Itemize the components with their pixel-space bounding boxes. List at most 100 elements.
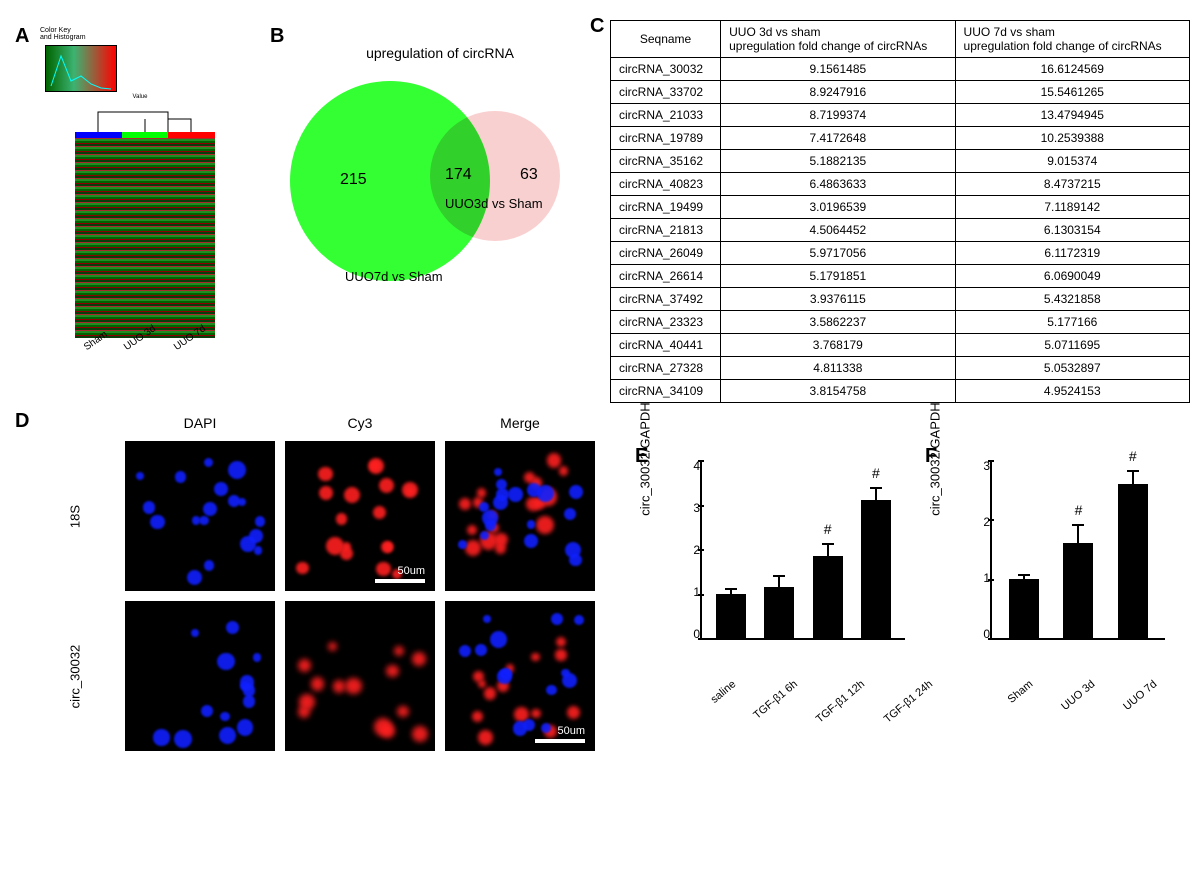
- table-cell: circRNA_23323: [611, 311, 721, 334]
- table-row: circRNA_337028.924791615.5461265: [611, 81, 1190, 104]
- figure: A B C D E F Color Key and Histogram Valu…: [15, 15, 1185, 861]
- microscopy-image-cy3: [285, 601, 435, 751]
- circrna-table: SeqnameUUO 3d vs shamupregulation fold c…: [610, 20, 1190, 403]
- microscopy-row-label: circ_30032: [68, 636, 83, 716]
- panel-b-venn: upregulation of circRNA 215 174 63 UUO3d…: [290, 45, 590, 291]
- table-cell: 8.7199374: [721, 104, 955, 127]
- table-row: circRNA_300329.156148516.6124569: [611, 58, 1190, 81]
- dendrogram-icon: [75, 107, 215, 132]
- table-cell: 8.4737215: [955, 173, 1189, 196]
- table-cell: 5.0711695: [955, 334, 1189, 357]
- table-cell: circRNA_21033: [611, 104, 721, 127]
- table-cell: 6.0690049: [955, 265, 1189, 288]
- table-row: circRNA_218134.50644526.1303154: [611, 219, 1190, 242]
- label-a: A: [15, 25, 29, 48]
- y-tick-label: 3: [965, 460, 990, 472]
- y-tick-label: 1: [675, 586, 700, 598]
- table-cell: 4.5064452: [721, 219, 955, 242]
- label-c: C: [590, 15, 604, 38]
- plot-area: # #: [700, 460, 905, 640]
- table-cell: circRNA_40823: [611, 173, 721, 196]
- scalebar-icon: [535, 739, 585, 743]
- table-cell: 5.4321858: [955, 288, 1189, 311]
- table-cell: circRNA_35162: [611, 150, 721, 173]
- panel-c-table: SeqnameUUO 3d vs shamupregulation fold c…: [610, 20, 1190, 403]
- table-row: circRNA_408236.48636338.4737215: [611, 173, 1190, 196]
- y-ticks: 3 2 1 0: [965, 460, 990, 640]
- column-color-bar: [75, 132, 215, 138]
- table-cell: circRNA_19789: [611, 127, 721, 150]
- microscopy-col-label: Cy3: [285, 415, 435, 431]
- table-row: circRNA_374923.93761155.4321858: [611, 288, 1190, 311]
- bar: #: [813, 460, 843, 638]
- microscopy-image-merge: [445, 441, 595, 591]
- table-cell: 4.811338: [721, 357, 955, 380]
- table-cell: 3.0196539: [721, 196, 955, 219]
- table-cell: circRNA_26049: [611, 242, 721, 265]
- panel-e-barchart: circ_30032/GAPDH 43210 # # salineTGF-β1: [655, 450, 915, 730]
- bar: #: [1063, 460, 1093, 638]
- y-tick-label: 4: [675, 460, 700, 472]
- panel-d-microscopy: DAPICy3Merge 18S50umcirc_3003250um: [35, 415, 615, 751]
- table-cell: 7.4172648: [721, 127, 955, 150]
- table-cell: 13.4794945: [955, 104, 1189, 127]
- microscopy-row: circ_30032 50um: [35, 601, 615, 751]
- heatmap-x-labels: ShamUUO 3dUUO 7d: [75, 338, 215, 355]
- x-labels: salineTGF-β1 6hTGF-β1 12hTGF-β1 24h: [700, 673, 905, 685]
- table-row: circRNA_273284.8113385.0532897: [611, 357, 1190, 380]
- y-axis-label: circ_30032/GAPDH: [928, 402, 943, 515]
- table-cell: 16.6124569: [955, 58, 1189, 81]
- venn-diagram: 215 174 63 UUO3d vs Sham UUO7d vs Sham: [290, 71, 550, 291]
- bar: [716, 460, 746, 638]
- table-row: circRNA_266145.17918516.0690049: [611, 265, 1190, 288]
- label-b: B: [270, 25, 284, 48]
- table-cell: circRNA_40441: [611, 334, 721, 357]
- microscopy-image-dapi: [125, 601, 275, 751]
- y-tick-label: 3: [675, 502, 700, 514]
- x-tick-label: Sham: [1006, 673, 1042, 706]
- table-cell: circRNA_30032: [611, 58, 721, 81]
- significance-marker: #: [824, 521, 832, 537]
- table-cell: 3.9376115: [721, 288, 955, 311]
- table-cell: circRNA_27328: [611, 357, 721, 380]
- microscopy-col-label: Merge: [445, 415, 595, 431]
- table-cell: 5.177166: [955, 311, 1189, 334]
- table-cell: circRNA_34109: [611, 380, 721, 403]
- table-cell: 15.5461265: [955, 81, 1189, 104]
- table-cell: 10.2539388: [955, 127, 1189, 150]
- table-header: Seqname: [611, 21, 721, 58]
- venn-left-count: 215: [340, 171, 367, 189]
- table-cell: circRNA_19499: [611, 196, 721, 219]
- table-cell: 9.1561485: [721, 58, 955, 81]
- table-cell: 5.1791851: [721, 265, 955, 288]
- y-tick-label: 1: [965, 572, 990, 584]
- x-labels: ShamUUO 3dUUO 7d: [990, 673, 1165, 685]
- table-cell: 5.1882135: [721, 150, 955, 173]
- table-cell: circRNA_33702: [611, 81, 721, 104]
- table-row: circRNA_233233.58622375.177166: [611, 311, 1190, 334]
- table-row: circRNA_197897.417264810.2539388: [611, 127, 1190, 150]
- scalebar-text: 50um: [397, 565, 425, 577]
- table-row: circRNA_260495.97170566.1172319: [611, 242, 1190, 265]
- label-d: D: [15, 410, 29, 433]
- y-tick-label: 2: [965, 516, 990, 528]
- x-tick-label: saline: [709, 673, 745, 706]
- microscopy-image-merge: 50um: [445, 601, 595, 751]
- x-tick-label: UUO 7d: [1121, 673, 1165, 713]
- table-cell: circRNA_26614: [611, 265, 721, 288]
- table-row: circRNA_404413.7681795.0711695: [611, 334, 1190, 357]
- heatmap-body: [75, 138, 215, 338]
- table-cell: 6.1172319: [955, 242, 1189, 265]
- table-header: UUO 7d vs shamupregulation fold change o…: [955, 21, 1189, 58]
- x-tick-label: TGF-β1 6h: [751, 673, 806, 722]
- significance-marker: #: [872, 465, 880, 481]
- table-cell: 3.8154758: [721, 380, 955, 403]
- y-tick-label: 0: [675, 628, 700, 640]
- significance-marker: #: [1075, 502, 1083, 518]
- table-row: circRNA_210338.719937413.4794945: [611, 104, 1190, 127]
- significance-marker: #: [1129, 448, 1137, 464]
- y-tick-label: 0: [965, 628, 990, 640]
- venn-overlap-count: 174: [445, 166, 472, 184]
- y-axis-label: circ_30032/GAPDH: [638, 402, 653, 515]
- venn-right-label: UUO3d vs Sham: [445, 196, 543, 211]
